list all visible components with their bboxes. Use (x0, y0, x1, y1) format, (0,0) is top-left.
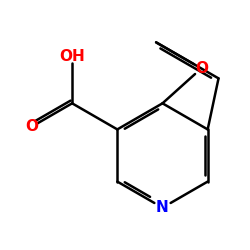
Text: O: O (25, 119, 38, 134)
Text: O: O (195, 61, 208, 76)
Text: N: N (156, 200, 169, 215)
Text: OH: OH (59, 49, 85, 64)
